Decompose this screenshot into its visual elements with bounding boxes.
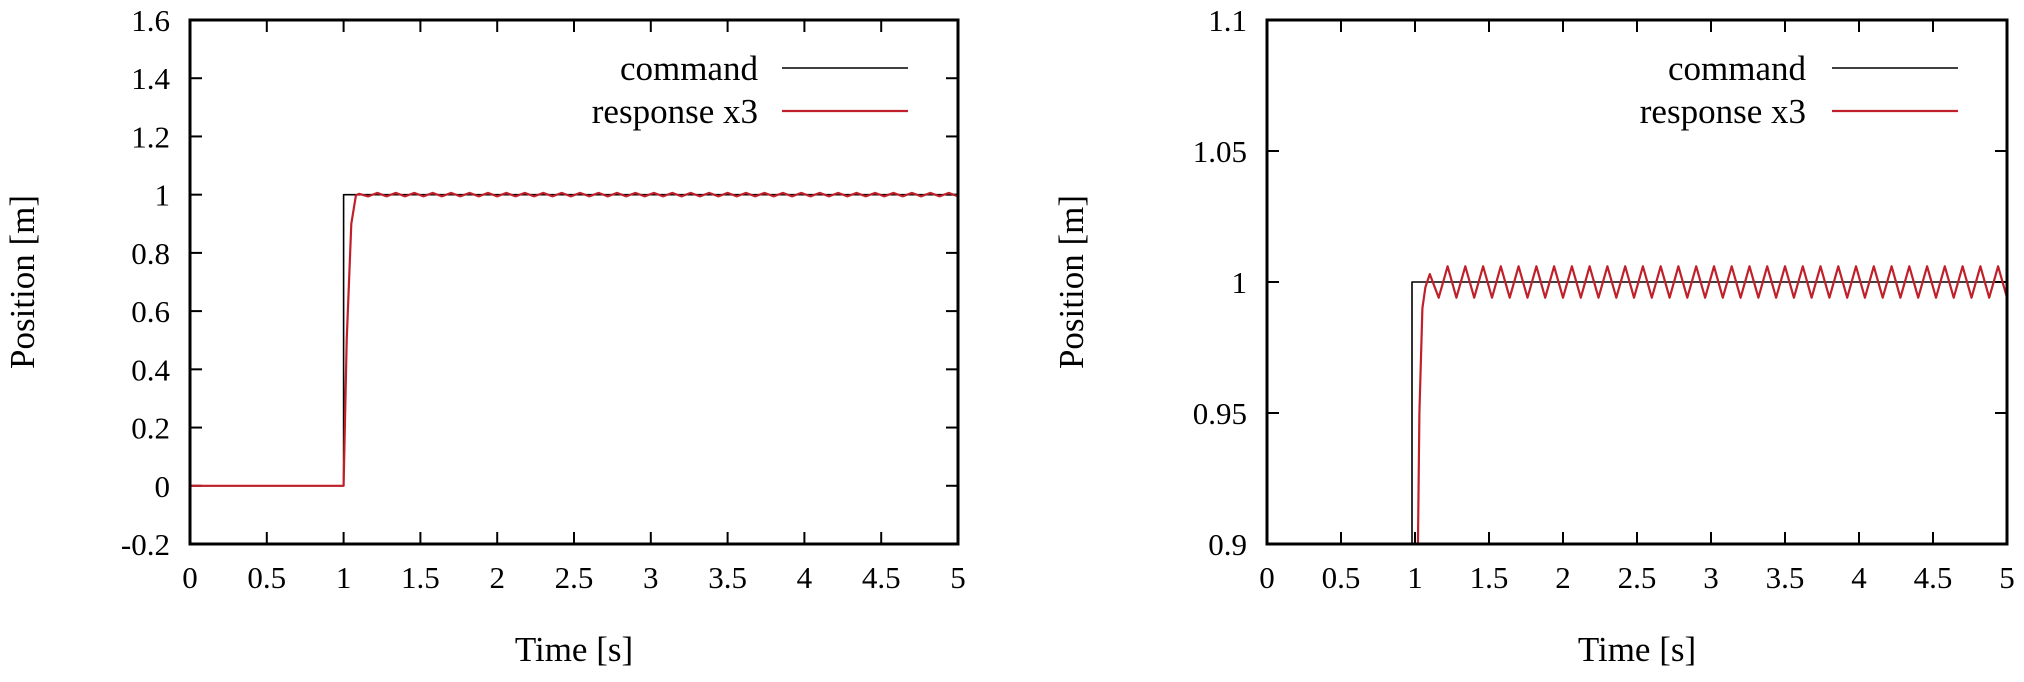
x-tick-label: 5 xyxy=(950,560,966,595)
x-tick-label: 2.5 xyxy=(1618,560,1657,595)
x-tick-label: 1 xyxy=(1407,560,1423,595)
y-tick-label: -0.2 xyxy=(121,527,170,562)
y-tick-label: 1.6 xyxy=(131,3,170,38)
y-tick-label: 0.9 xyxy=(1208,527,1247,562)
y-tick-label: 0.8 xyxy=(131,236,170,271)
legend-label: command xyxy=(1668,49,1807,88)
legend-label: command xyxy=(620,49,759,88)
x-tick-label: 4 xyxy=(1851,560,1867,595)
y-tick-label: 0 xyxy=(155,469,171,504)
y-axis-title: Position [m] xyxy=(1052,195,1091,369)
x-tick-label: 3.5 xyxy=(708,560,747,595)
series-line-response xyxy=(1416,265,2007,544)
x-tick-label: 3 xyxy=(1703,560,1719,595)
y-tick-label: 0.4 xyxy=(131,352,170,387)
series-line-response xyxy=(190,191,958,487)
x-tick-label: 1.5 xyxy=(401,560,440,595)
x-tick-label: 2 xyxy=(489,560,505,595)
chart-right: 0 0.5 1 1.5 2 2.5 3 3.5 4 4.5 5 0.9 0.95 1 1.05 1.1 comm… xyxy=(1052,3,2015,669)
x-tick-label: 3.5 xyxy=(1766,560,1805,595)
y-tick-label: 1.2 xyxy=(131,119,170,154)
x-tick-label: 0.5 xyxy=(247,560,286,595)
legend-label: response x3 xyxy=(592,92,758,131)
x-tick-label: 3 xyxy=(643,560,659,595)
y-tick-label: 0.6 xyxy=(131,294,170,329)
y-tick-label: 1.4 xyxy=(131,61,170,96)
series-line-command xyxy=(1411,281,2007,544)
plot-frame xyxy=(1265,18,2009,546)
y-axis-title: Position [m] xyxy=(3,195,42,369)
x-tick-label: 5 xyxy=(1999,560,2015,595)
y-tick-label: 1 xyxy=(1232,265,1248,300)
x-axis-title: Time [s] xyxy=(1578,630,1696,669)
x-tick-label: 4 xyxy=(797,560,813,595)
legend-label: response x3 xyxy=(1640,92,1806,131)
chart-left: 0 0.5 1 1.5 2 2.5 3 3.5 4 4.5 5 -0.2 0 0.2 0.4 0.6 0.8 1 1… xyxy=(3,3,966,669)
y-tick-label: 1 xyxy=(155,178,171,213)
x-tick-label: 2 xyxy=(1555,560,1571,595)
y-tick-label: 1.1 xyxy=(1208,3,1247,38)
series-line-command xyxy=(190,193,958,487)
x-tick-label: 4.5 xyxy=(1914,560,1953,595)
x-tick-label: 1 xyxy=(336,560,352,595)
x-tick-label: 2.5 xyxy=(555,560,594,595)
x-tick-label: 0.5 xyxy=(1322,560,1361,595)
x-axis-title: Time [s] xyxy=(515,630,633,669)
plot-frame xyxy=(188,18,960,546)
x-tick-label: 1.5 xyxy=(1470,560,1509,595)
x-tick-label: 0 xyxy=(1259,560,1275,595)
x-tick-label: 0 xyxy=(182,560,198,595)
y-tick-label: 0.2 xyxy=(131,411,170,446)
y-tick-label: 1.05 xyxy=(1193,134,1247,169)
x-tick-label: 4.5 xyxy=(862,560,901,595)
y-tick-label: 0.95 xyxy=(1193,396,1247,431)
